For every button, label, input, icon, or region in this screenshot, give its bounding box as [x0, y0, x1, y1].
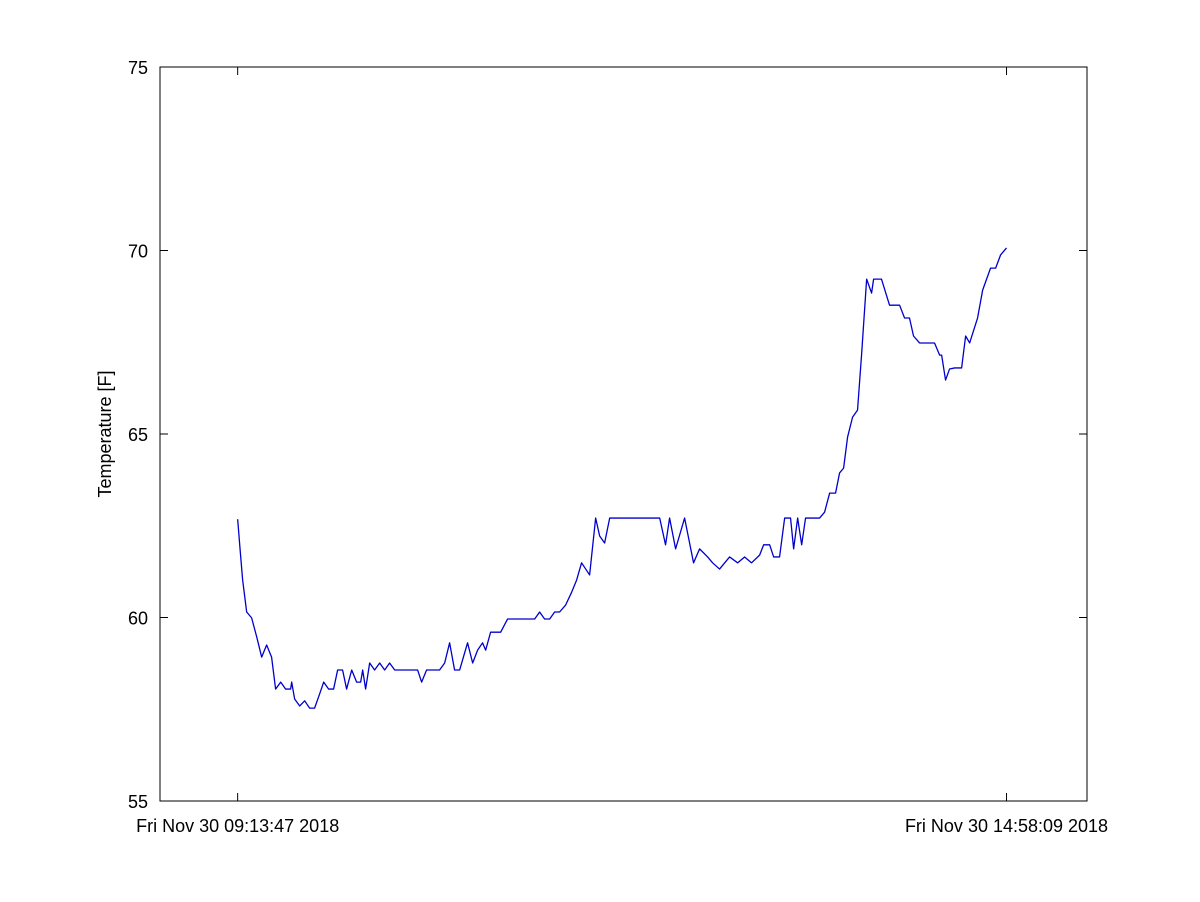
y-axis-label: Temperature [F] [95, 370, 115, 497]
y-tick-label: 55 [128, 792, 148, 812]
y-tick-label: 70 [128, 242, 148, 262]
x-tick-label: Fri Nov 30 09:13:47 2018 [136, 816, 339, 836]
data-line [237, 247, 1008, 709]
y-tick-label: 75 [128, 58, 148, 78]
y-tick-label: 60 [128, 609, 148, 629]
y-tick-label: 65 [128, 425, 148, 445]
x-tick-label: Fri Nov 30 14:58:09 2018 [905, 816, 1108, 836]
